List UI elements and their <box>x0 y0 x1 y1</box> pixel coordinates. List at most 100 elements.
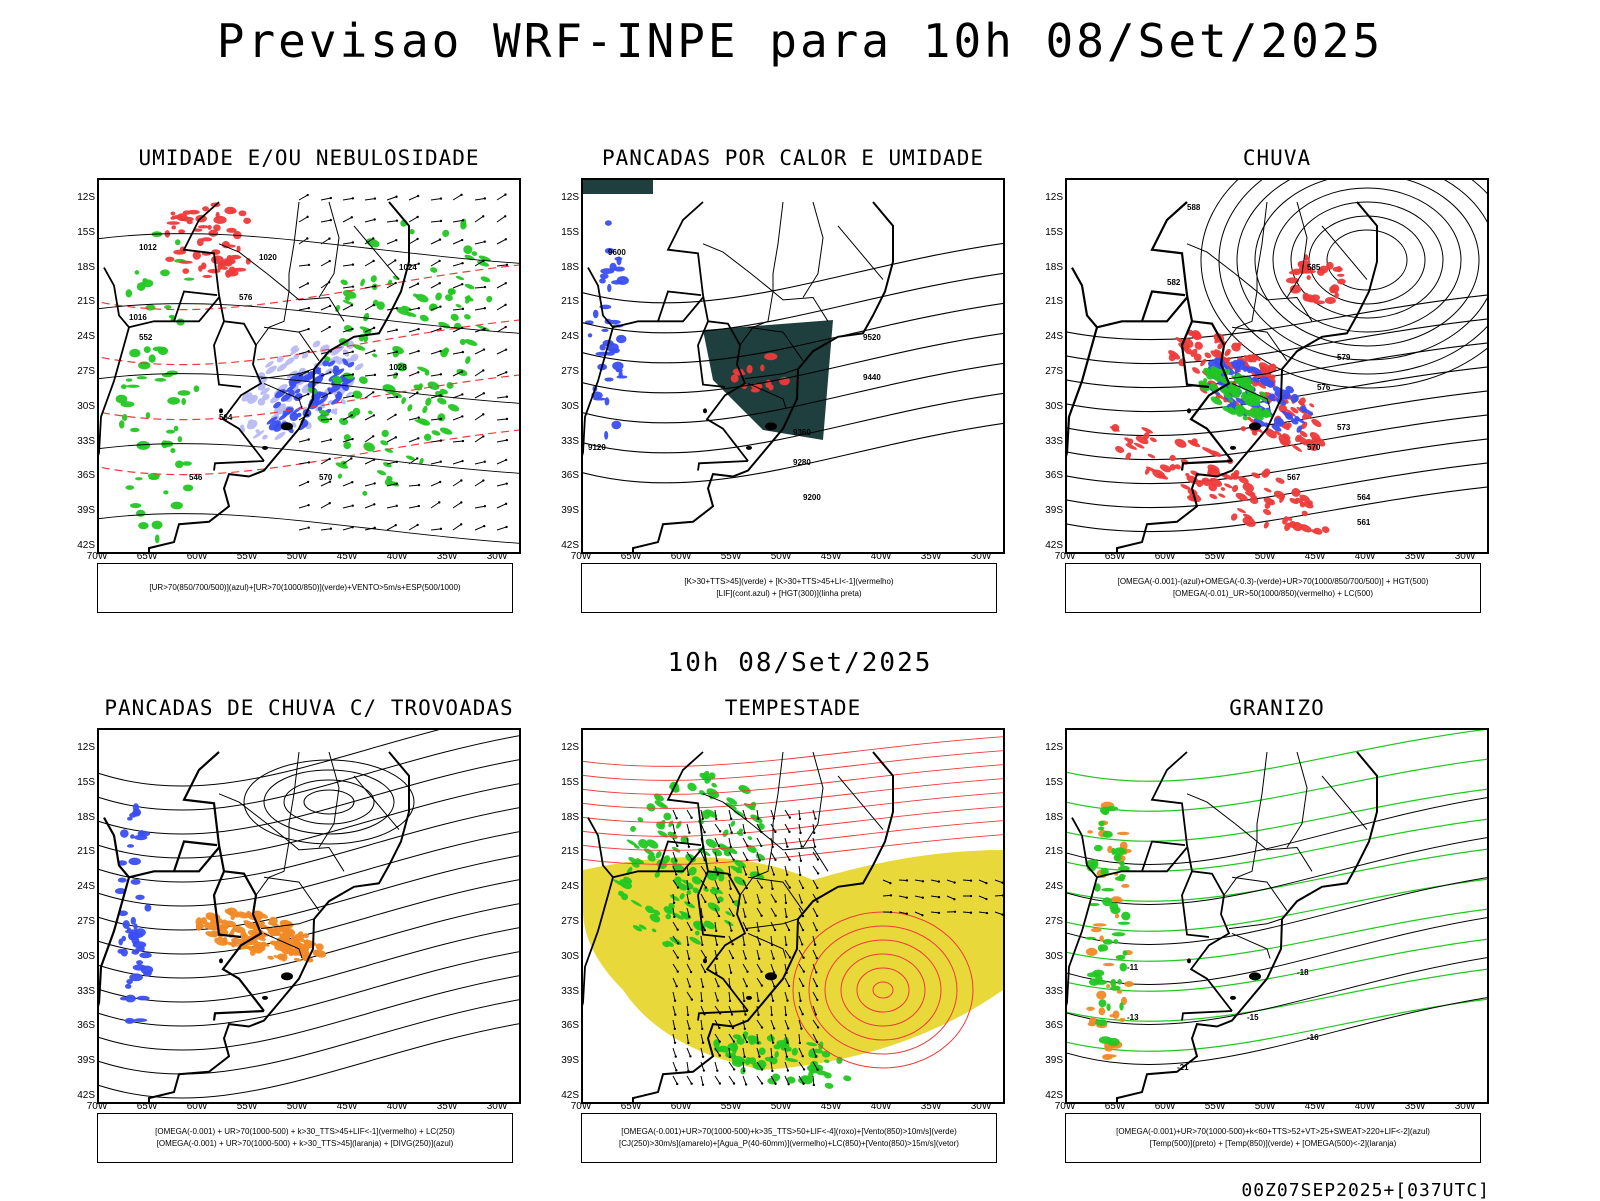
lat-tick-label: 18S <box>59 812 95 823</box>
lat-tick-label: 27S <box>543 916 579 927</box>
contour-label: 570 <box>319 473 333 482</box>
lat-tick-label: 39S <box>59 1055 95 1066</box>
panel-trovoadas: PANCADAS DE CHUVA C/ TROVOADAS [OMEGA(-0… <box>59 696 559 1196</box>
lat-tick-label: 24S <box>1027 881 1063 892</box>
lat-tick-label: 21S <box>543 846 579 857</box>
lat-tick-label: 15S <box>543 227 579 238</box>
lon-tick-label: 70W <box>571 551 592 562</box>
legend-line: [OMEGA(-0.001)+UR>70(1000-500)+k<60+TTS>… <box>1116 1126 1430 1138</box>
lat-tick-label: 18S <box>59 262 95 273</box>
lon-tick-label: 60W <box>671 551 692 562</box>
lon-tick-label: 70W <box>87 551 108 562</box>
lon-tick-label: 40W <box>387 551 408 562</box>
contour-label: 9200 <box>803 493 821 502</box>
lon-tick-label: 30W <box>1455 1101 1476 1112</box>
lon-tick-label: 65W <box>1105 551 1126 562</box>
lat-tick-label: 18S <box>1027 812 1063 823</box>
contour-label: -15 <box>1247 1013 1259 1022</box>
contour-label: 564 <box>1357 493 1371 502</box>
lat-tick-label: 33S <box>1027 436 1063 447</box>
lon-tick-label: 50W <box>1255 551 1276 562</box>
panel-title: GRANIZO <box>1027 696 1527 720</box>
lat-tick-label: 27S <box>1027 366 1063 377</box>
legend: [OMEGA(-0.001)+UR>70(1000-500)+k>35_TTS>… <box>581 1113 997 1163</box>
lat-tick-label: 27S <box>1027 916 1063 927</box>
lat-tick-label: 36S <box>59 470 95 481</box>
map-area: 10121016102010241028576564552546570 <box>97 178 521 554</box>
lat-tick-label: 30S <box>59 951 95 962</box>
lat-tick-label: 15S <box>543 777 579 788</box>
contour-label: 579 <box>1337 353 1351 362</box>
lon-tick-label: 55W <box>237 551 258 562</box>
lon-tick-label: 35W <box>921 551 942 562</box>
panel-umidade: UMIDADE E/OU NEBULOSIDADE 10121016102010… <box>59 146 559 646</box>
contour-label: 1028 <box>389 363 407 372</box>
lat-tick-label: 36S <box>1027 470 1063 481</box>
lon-tick-label: 65W <box>137 551 158 562</box>
lat-tick-label: 15S <box>59 227 95 238</box>
legend: [OMEGA(-0.001) + UR>70(1000-500) + k>30_… <box>97 1113 513 1163</box>
map-area: 9600952094409360928092009120 <box>581 178 1005 554</box>
map-svg: -11-13-15-16-18-21 <box>1067 730 1487 1102</box>
lon-tick-label: 50W <box>287 551 308 562</box>
panel-pancadas-calor: PANCADAS POR CALOR E UMIDADE 96009520944… <box>543 146 1043 646</box>
contour-label: 576 <box>1317 383 1331 392</box>
lat-tick-label: 24S <box>59 331 95 342</box>
lat-tick-label: 18S <box>543 262 579 273</box>
lon-tick-label: 55W <box>721 551 742 562</box>
lat-tick-label: 21S <box>59 846 95 857</box>
map-area: 588585582579576573570567564561 <box>1065 178 1489 554</box>
contour-label: 576 <box>239 293 253 302</box>
legend: [K>30+TTS>45](verde) + [K>30+TTS>45+LI<-… <box>581 563 997 613</box>
lat-tick-label: 12S <box>543 192 579 203</box>
run-timestamp: 00Z07SEP2025+[037UTC] <box>1241 1180 1490 1201</box>
lat-tick-label: 30S <box>1027 951 1063 962</box>
lat-tick-label: 33S <box>543 436 579 447</box>
lat-tick-label: 12S <box>59 742 95 753</box>
contour-label: 1016 <box>129 313 147 322</box>
lat-tick-label: 30S <box>59 401 95 412</box>
lat-tick-label: 12S <box>59 192 95 203</box>
lat-tick-label: 21S <box>59 296 95 307</box>
lat-tick-label: 36S <box>543 470 579 481</box>
legend: [OMEGA(-0.001)-(azul)+OMEGA(-0.3)-(verde… <box>1065 563 1481 613</box>
lon-tick-label: 40W <box>387 1101 408 1112</box>
lon-tick-label: 55W <box>1205 551 1226 562</box>
lon-tick-label: 45W <box>1305 551 1326 562</box>
lat-tick-label: 27S <box>543 366 579 377</box>
lon-tick-label: 55W <box>237 1101 258 1112</box>
map-svg <box>99 730 519 1102</box>
contour-label: 9600 <box>608 248 626 257</box>
map-svg: 9600952094409360928092009120 <box>583 180 1003 552</box>
legend: [UR>70(850/700/500)](azul)+[UR>70(1000/8… <box>97 563 513 613</box>
map-svg: 588585582579576573570567564561 <box>1067 180 1487 552</box>
lat-tick-label: 33S <box>543 986 579 997</box>
middle-title: 10h 08/Set/2025 <box>0 648 1600 678</box>
lon-tick-label: 70W <box>1055 1101 1076 1112</box>
contour-label: 573 <box>1337 423 1351 432</box>
lat-tick-label: 24S <box>543 331 579 342</box>
lat-tick-label: 36S <box>1027 1020 1063 1031</box>
lon-tick-label: 35W <box>437 551 458 562</box>
panel-title: PANCADAS DE CHUVA C/ TROVOADAS <box>59 696 559 720</box>
panel-chuva: CHUVA 588585582579576573570567564561 [OM… <box>1027 146 1527 646</box>
map-area <box>581 728 1005 1104</box>
lon-tick-label: 50W <box>771 1101 792 1112</box>
contour-label: 9520 <box>863 333 881 342</box>
map-area <box>97 728 521 1104</box>
lat-tick-label: 24S <box>59 881 95 892</box>
contour-label: 9440 <box>863 373 881 382</box>
lon-tick-label: 60W <box>187 1101 208 1112</box>
lat-tick-label: 21S <box>1027 846 1063 857</box>
contour-label: 9360 <box>793 428 811 437</box>
lon-tick-label: 30W <box>971 1101 992 1112</box>
legend-line: [OMEGA(-0.01)_UR>50(1000/850)(vermelho) … <box>1173 588 1373 600</box>
lat-tick-label: 42S <box>543 1090 579 1101</box>
lon-tick-label: 50W <box>287 1101 308 1112</box>
lon-tick-label: 60W <box>1155 1101 1176 1112</box>
lon-tick-label: 40W <box>1355 1101 1376 1112</box>
lat-tick-label: 39S <box>59 505 95 516</box>
lon-tick-label: 35W <box>1405 1101 1426 1112</box>
lon-tick-label: 35W <box>921 1101 942 1112</box>
legend-line: [UR>70(850/700/500)](azul)+[UR>70(1000/8… <box>149 582 460 594</box>
